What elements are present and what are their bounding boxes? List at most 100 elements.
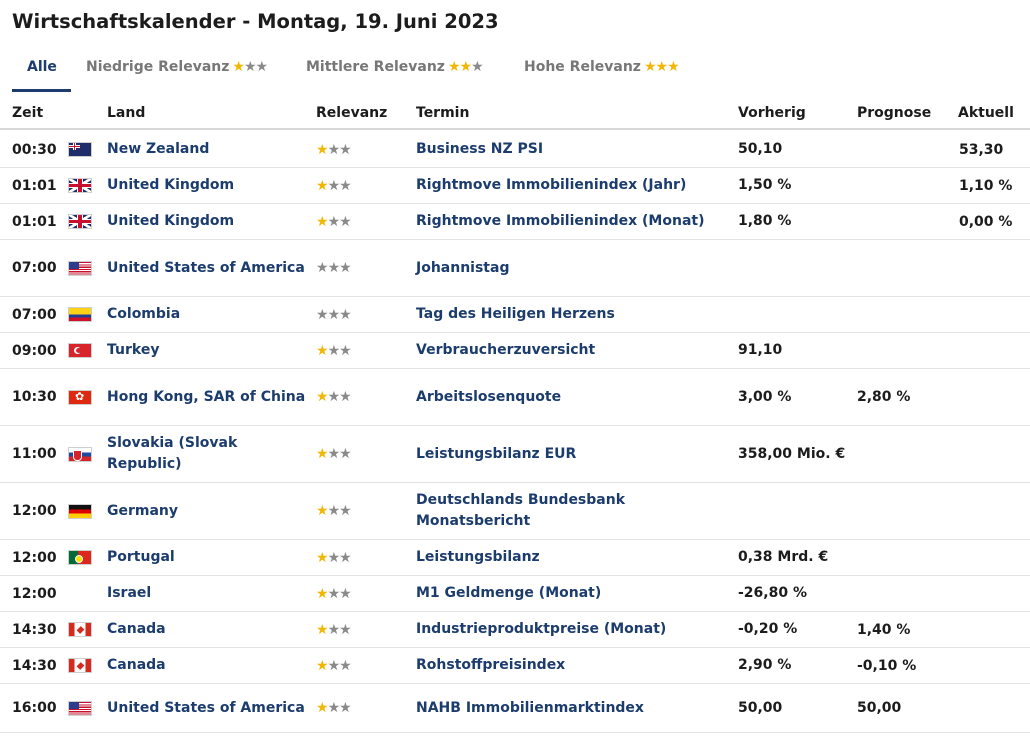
event-link[interactable]: Rightmove Immobilienindex (Monat): [416, 213, 705, 229]
actual-value: [959, 240, 1029, 296]
previous-value: 2,90 %: [738, 657, 792, 673]
event-link[interactable]: Business NZ PSI: [416, 141, 544, 157]
star-icon: ★: [316, 700, 329, 716]
country-link[interactable]: Slovakia (Slovak Republic): [107, 435, 238, 472]
relevance-stars-icon: ★★★: [316, 684, 406, 732]
actual-value: [959, 612, 1029, 647]
country-link[interactable]: Germany: [107, 502, 179, 519]
country-link[interactable]: Canada: [107, 657, 166, 673]
country-flag-icon: [68, 540, 94, 575]
tab-label: Niedrige Relevanz: [86, 59, 230, 75]
relevance-stars-icon: ★★★: [316, 612, 406, 647]
star-icon: ★: [339, 700, 352, 716]
event-link[interactable]: Leistungsbilanz: [416, 549, 540, 565]
country-link[interactable]: Colombia: [107, 306, 181, 322]
star-icon: ★: [339, 389, 352, 405]
event-time: 12:00: [12, 549, 57, 566]
tab-medium-relevance[interactable]: Mittlere Relevanz ★★★: [306, 50, 484, 92]
tab-high-relevance[interactable]: Hohe Relevanz ★★★: [524, 50, 680, 92]
tab-all[interactable]: Alle: [12, 50, 71, 92]
actual-value: [959, 426, 1029, 482]
star-icon: ★: [339, 621, 352, 638]
country-link[interactable]: United States of America: [107, 259, 305, 276]
flag-icon: [68, 214, 92, 229]
event-link[interactable]: M1 Geldmenge (Monat): [416, 585, 602, 601]
country-link[interactable]: United Kingdom: [107, 213, 235, 229]
country-link[interactable]: Turkey: [107, 342, 160, 358]
star-icon: ★: [339, 260, 352, 276]
star-icon: ★: [232, 59, 245, 75]
country-flag-icon: [68, 612, 94, 647]
flag-icon: [68, 307, 92, 322]
actual-value: [959, 648, 1029, 683]
event-link[interactable]: Rohstoffpreisindex: [416, 657, 566, 673]
column-header-event: Termin: [416, 105, 470, 121]
forecast-value: [857, 204, 952, 239]
country-flag-icon: [68, 132, 94, 167]
relevance-stars-icon: ★★★: [316, 483, 406, 539]
star-icon: ★: [339, 503, 352, 519]
flag-icon: [68, 503, 92, 519]
event-time: 07:00: [12, 306, 57, 323]
country-flag-icon: [68, 576, 94, 611]
table-row: 00:30 New Zealand ★ ★ ★ Business NZ PSI 50,10 5…: [0, 132, 1030, 168]
table-row: 07:00 Colombia ★ ★ ★ Tag des Heiligen Herzens: [0, 297, 1030, 333]
country-link[interactable]: New Zealand: [107, 141, 210, 157]
event-link[interactable]: Tag des Heiligen Herzens: [416, 306, 615, 322]
event-time: 10:30: [12, 389, 57, 405]
star-icon: ★: [667, 59, 680, 75]
event-link[interactable]: Rightmove Immobilienindex (Jahr): [416, 177, 687, 193]
relevance-stars-icon: ★★★: [316, 132, 406, 167]
previous-value: -26,80 %: [738, 585, 807, 601]
forecast-value: -0,10 %: [857, 657, 917, 674]
star-icon: ★: [327, 389, 341, 405]
country-link[interactable]: Canada: [107, 621, 166, 637]
flag-icon: [68, 343, 92, 358]
event-link[interactable]: Deutschlands Bundesbank Monatsbericht: [416, 492, 626, 529]
star-icon: ★: [643, 59, 657, 75]
country-flag-icon: [68, 483, 94, 539]
country-link[interactable]: Portugal: [107, 549, 175, 565]
event-time: 11:00: [12, 446, 57, 462]
country-link[interactable]: United States of America: [107, 699, 305, 716]
event-time: 01:01: [12, 213, 57, 230]
event-link[interactable]: Verbraucherzuversicht: [416, 342, 596, 358]
star-icon: ★: [316, 342, 329, 359]
column-header-previous: Vorherig: [738, 105, 806, 121]
table-row: 14:30 Canada ★ ★ ★ Rohstoffpreisindex 2,90 % -0…: [0, 648, 1030, 684]
relevance-stars-icon: ★★★: [232, 59, 268, 75]
event-time: 12:00: [12, 503, 57, 519]
relevance-stars-icon: ★★★: [448, 59, 484, 75]
previous-value: [738, 297, 848, 332]
event-link[interactable]: NAHB Immobilienmarktindex: [416, 699, 644, 716]
event-link[interactable]: Leistungsbilanz EUR: [416, 445, 577, 462]
star-icon: ★: [316, 306, 329, 323]
previous-value: 3,00 %: [738, 388, 792, 405]
star-icon: ★: [471, 59, 484, 75]
tab-low-relevance[interactable]: Niedrige Relevanz ★★★: [86, 50, 268, 92]
actual-value: [959, 576, 1029, 611]
table-row: 14:30 Canada ★ ★ ★ Industrieproduktpreise (Mo…: [0, 612, 1030, 648]
event-link[interactable]: Arbeitslosenquote: [416, 388, 562, 405]
table-row: 01:01 United Kingdom ★ ★ ★ Rightmove Immobili…: [0, 168, 1030, 204]
forecast-value: [857, 168, 952, 203]
event-link[interactable]: Industrieproduktpreise (Monat): [416, 621, 667, 637]
event-time: 14:30: [12, 657, 57, 674]
country-link[interactable]: Hong Kong, SAR of China: [107, 388, 306, 405]
forecast-value: [857, 333, 952, 368]
relevance-stars-icon: ★★★: [316, 168, 406, 203]
country-link[interactable]: Israel: [107, 585, 152, 601]
relevance-stars-icon: ★★★: [316, 204, 406, 239]
star-icon: ★: [316, 549, 329, 566]
actual-value: 0,00 %: [959, 213, 1013, 230]
star-icon: ★: [316, 260, 329, 276]
tab-label: Hohe Relevanz: [524, 59, 641, 75]
event-link[interactable]: Johannistag: [416, 259, 510, 276]
previous-value: [738, 240, 848, 296]
star-icon: ★: [327, 657, 341, 674]
previous-value: 0,38 Mrd. €: [738, 549, 829, 565]
country-link[interactable]: United Kingdom: [107, 177, 235, 193]
country-flag-icon: [68, 333, 94, 368]
table-row: 16:00 United States of America ★ ★ ★ NAHB Imm…: [0, 684, 1030, 733]
actual-value: [959, 483, 1029, 539]
